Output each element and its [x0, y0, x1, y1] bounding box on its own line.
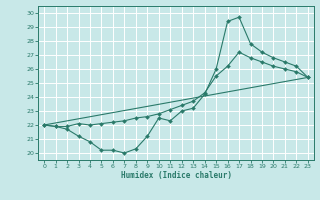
X-axis label: Humidex (Indice chaleur): Humidex (Indice chaleur)	[121, 171, 231, 180]
